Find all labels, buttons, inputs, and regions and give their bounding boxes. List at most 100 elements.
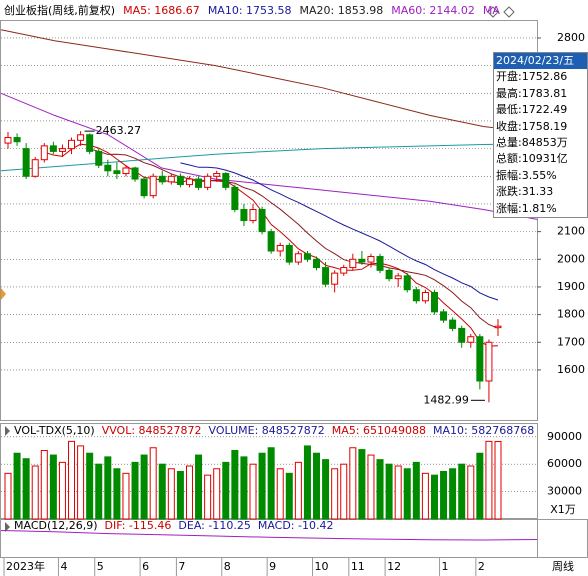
candle-body	[231, 186, 239, 210]
volume-bar	[276, 468, 284, 520]
volume-bar	[40, 449, 48, 520]
ma-label: MA10: 1753.58	[208, 4, 292, 17]
ma-label: MA20: 1853.98	[300, 4, 384, 17]
ma-line	[0, 143, 538, 172]
volume-bar	[222, 461, 230, 520]
ma-label: MA60: 2144.02	[391, 4, 475, 17]
volume-bar	[303, 445, 311, 520]
volume-bar	[421, 472, 429, 520]
volume-bar	[122, 472, 130, 520]
y-tick-label: 60000	[547, 457, 582, 470]
candle-body	[40, 145, 48, 161]
info-row: 振幅:3.55%	[496, 168, 557, 182]
candle-body	[313, 258, 321, 269]
macd-header: MACD: -10.42	[258, 519, 334, 532]
volume-bar	[258, 452, 266, 520]
info-row: 开盘:1752.86	[496, 70, 568, 84]
x-tick-label: 4	[60, 560, 67, 573]
volume-bar	[240, 456, 248, 520]
volume-bar	[494, 440, 502, 520]
ma-line	[0, 29, 538, 134]
candle-body	[403, 275, 411, 291]
min-label: 1482.99	[423, 393, 469, 406]
volume-bar	[485, 440, 493, 520]
candle-body	[367, 256, 375, 263]
candle-body	[31, 159, 39, 177]
candle-body	[68, 139, 76, 150]
ma-line	[0, 92, 538, 220]
main-frame	[0, 20, 538, 421]
candle-body	[340, 267, 348, 274]
candle-body	[4, 137, 12, 144]
period-label: 周线	[552, 559, 574, 573]
info-row: 最低:1722.49	[496, 103, 568, 117]
volume-bar	[231, 449, 239, 520]
max-label: 2463.27	[96, 124, 142, 137]
volume-bar	[213, 468, 221, 520]
macd-header: DIF: -115.46	[105, 519, 172, 532]
info-box: 2024/02/23/五 开盘:1752.86 最高:1783.81 最低:1722.…	[493, 52, 588, 219]
info-row: 收盘:1758.19	[496, 119, 568, 133]
settings-icon[interactable]	[503, 6, 515, 18]
x-tick-label: 2023年	[6, 559, 45, 573]
volume-bar	[22, 458, 30, 520]
x-tick-label: 11	[351, 560, 365, 573]
candle-body	[349, 258, 357, 269]
candle-body	[140, 178, 148, 197]
candle-body	[204, 175, 212, 188]
volume-bar	[294, 461, 302, 520]
volume-header: VVOL: 848527872	[102, 424, 202, 437]
candle-body	[176, 175, 184, 186]
macd-header: MACD(12,26,9)	[14, 519, 98, 532]
volume-bar	[77, 445, 85, 520]
ma-line	[180, 162, 499, 301]
candle-body	[285, 244, 293, 263]
candle-body	[458, 327, 466, 343]
chart-title: 创业板指(周线,前复权)	[4, 3, 115, 17]
x-tick-label: 1	[442, 560, 449, 573]
volume-header: VOL-TDX(5,10)	[14, 424, 95, 437]
macd-menu-icon[interactable]	[5, 522, 10, 532]
candle-body	[58, 148, 66, 152]
ma-label: MA5: 1686.67	[123, 4, 200, 17]
y-tick-label: 2100	[557, 225, 585, 238]
candle-body	[149, 175, 157, 197]
candle-body	[185, 178, 193, 186]
candle-body	[113, 170, 121, 175]
candle-body	[86, 134, 94, 152]
volume-bar	[204, 474, 212, 520]
volume-bar	[430, 474, 438, 520]
candle-body	[476, 336, 484, 382]
volume-bar	[367, 454, 375, 520]
y-tick-label: 1600	[557, 363, 585, 376]
volume-bar	[195, 454, 203, 520]
volume-bar	[68, 440, 76, 520]
volume-bar	[149, 447, 157, 520]
y-tick-label: 90000	[547, 430, 582, 443]
candle-body	[358, 258, 366, 263]
volume-bar	[49, 454, 57, 520]
side-handle[interactable]	[1, 288, 6, 300]
candle-body	[122, 167, 130, 175]
expand-icon[interactable]	[487, 6, 499, 18]
volume-bar	[13, 452, 21, 520]
volume-bar	[131, 461, 139, 520]
candle-body	[22, 148, 30, 177]
volume-unit: X1万	[550, 503, 576, 516]
y-tick-label: 2000	[557, 252, 585, 265]
macd-header: DEA: -110.25	[178, 519, 250, 532]
ma-line	[44, 143, 499, 347]
candle-body	[195, 178, 203, 188]
candle-body	[131, 167, 139, 180]
volume-bar	[31, 465, 39, 520]
vol-menu-icon[interactable]	[5, 426, 10, 436]
volume-bar	[403, 468, 411, 520]
volume-bar	[95, 463, 103, 520]
candle-body	[267, 231, 275, 252]
corner-frame	[537, 519, 588, 558]
x-tick-label: 12	[387, 560, 401, 573]
volume-bar	[140, 454, 148, 520]
volume-header: VOLUME: 848527872	[209, 424, 325, 437]
candle-body	[167, 175, 175, 183]
